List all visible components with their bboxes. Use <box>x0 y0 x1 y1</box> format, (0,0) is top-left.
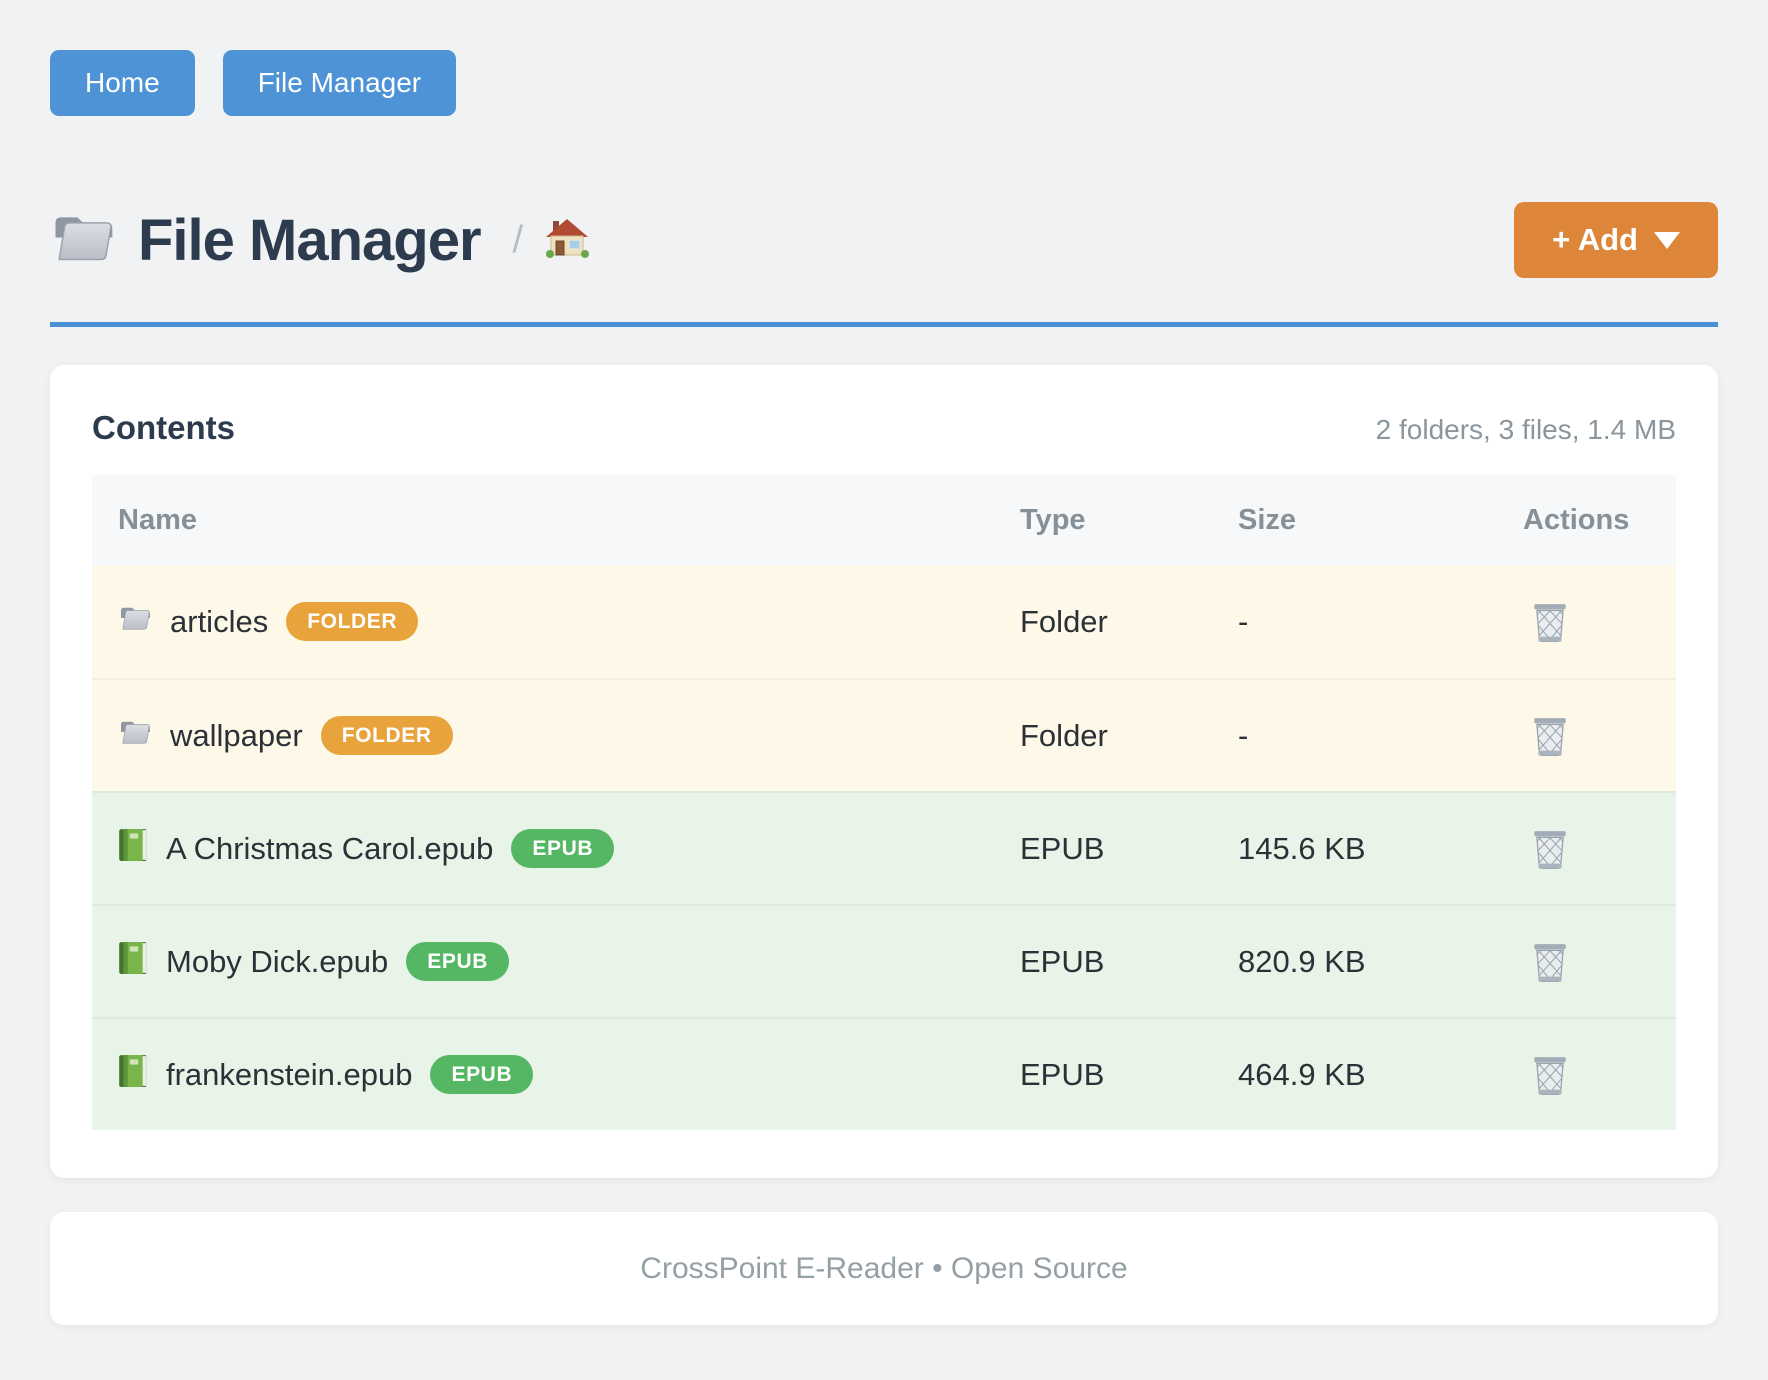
book-icon <box>118 828 148 870</box>
book-icon <box>118 1054 148 1096</box>
entry-type: EPUB <box>1020 830 1105 866</box>
table-row: frankenstein.epub EPUB EPUB 464.9 KB <box>92 1017 1676 1130</box>
entry-link[interactable]: wallpaper <box>118 718 303 754</box>
delete-button[interactable] <box>1531 942 1569 984</box>
header-rule <box>50 322 1718 327</box>
file-table: Name Type Size Actions articles FOLDER F… <box>92 475 1676 1130</box>
footer-text: CrossPoint E-Reader • Open Source <box>640 1251 1128 1285</box>
title-group: File Manager / <box>50 207 589 274</box>
table-row: Moby Dick.epub EPUB EPUB 820.9 KB <box>92 904 1676 1017</box>
entry-size: - <box>1238 603 1249 639</box>
table-header-row: Name Type Size Actions <box>92 475 1676 565</box>
entry-name: Moby Dick.epub <box>166 943 389 979</box>
entry-type: EPUB <box>1020 1056 1105 1092</box>
entry-name: A Christmas Carol.epub <box>166 830 494 866</box>
folder-icon <box>118 718 152 754</box>
type-badge: FOLDER <box>320 716 453 755</box>
breadcrumb-separator: / <box>512 218 524 261</box>
entry-type: EPUB <box>1020 943 1105 979</box>
entry-name: wallpaper <box>170 717 303 753</box>
type-badge: FOLDER <box>286 602 419 641</box>
trash-icon <box>1531 829 1569 871</box>
footer-card: CrossPoint E-Reader • Open Source <box>50 1212 1718 1325</box>
delete-button[interactable] <box>1531 602 1569 644</box>
header-name: Name <box>118 503 197 536</box>
type-badge: EPUB <box>430 1055 534 1094</box>
entry-type: Folder <box>1020 717 1108 753</box>
file-manager-button[interactable]: File Manager <box>222 50 457 116</box>
table-row: articles FOLDER Folder - <box>92 565 1676 678</box>
entry-link[interactable]: frankenstein.epub <box>118 1054 412 1096</box>
entry-link[interactable]: Moby Dick.epub <box>118 941 388 983</box>
header-type: Type <box>1020 503 1086 536</box>
page-header: File Manager / + Add <box>50 202 1718 278</box>
entry-size: 145.6 KB <box>1238 830 1366 866</box>
trash-icon <box>1531 942 1569 984</box>
page: Home File Manager File Manager / + Add C… <box>50 0 1718 1325</box>
header-actions: Actions <box>1523 503 1630 536</box>
entry-size: 820.9 KB <box>1238 943 1366 979</box>
folder-icon <box>118 604 152 640</box>
type-badge: EPUB <box>406 942 510 981</box>
caret-down-icon <box>1654 231 1680 249</box>
entry-link[interactable]: A Christmas Carol.epub <box>118 828 493 870</box>
entry-name: frankenstein.epub <box>166 1056 413 1092</box>
delete-button[interactable] <box>1531 1055 1569 1097</box>
delete-button[interactable] <box>1531 716 1569 758</box>
header-size: Size <box>1238 503 1297 536</box>
home-button[interactable]: Home <box>50 50 195 116</box>
folder-icon <box>50 210 116 270</box>
entry-size: - <box>1238 717 1249 753</box>
entry-link[interactable]: articles <box>118 604 268 640</box>
add-button-label: + Add <box>1552 222 1638 257</box>
contents-card-header: Contents 2 folders, 3 files, 1.4 MB <box>92 409 1676 447</box>
contents-summary: 2 folders, 3 files, 1.4 MB <box>1375 414 1676 445</box>
book-icon <box>118 941 148 983</box>
table-row: A Christmas Carol.epub EPUB EPUB 145.6 K… <box>92 791 1676 904</box>
delete-button[interactable] <box>1531 829 1569 871</box>
page-title: File Manager <box>138 207 482 273</box>
entry-name: articles <box>170 603 269 639</box>
contents-card: Contents 2 folders, 3 files, 1.4 MB Name… <box>50 365 1718 1178</box>
trash-icon <box>1531 602 1569 644</box>
trash-icon <box>1531 716 1569 758</box>
contents-title: Contents <box>92 409 235 446</box>
top-nav: Home File Manager <box>50 0 1718 116</box>
table-row: wallpaper FOLDER Folder - <box>92 678 1676 791</box>
entry-size: 464.9 KB <box>1238 1056 1366 1092</box>
trash-icon <box>1531 1055 1569 1097</box>
type-badge: EPUB <box>511 829 615 868</box>
house-icon[interactable] <box>545 218 589 263</box>
entry-type: Folder <box>1020 603 1108 639</box>
add-button[interactable]: + Add <box>1514 202 1718 278</box>
